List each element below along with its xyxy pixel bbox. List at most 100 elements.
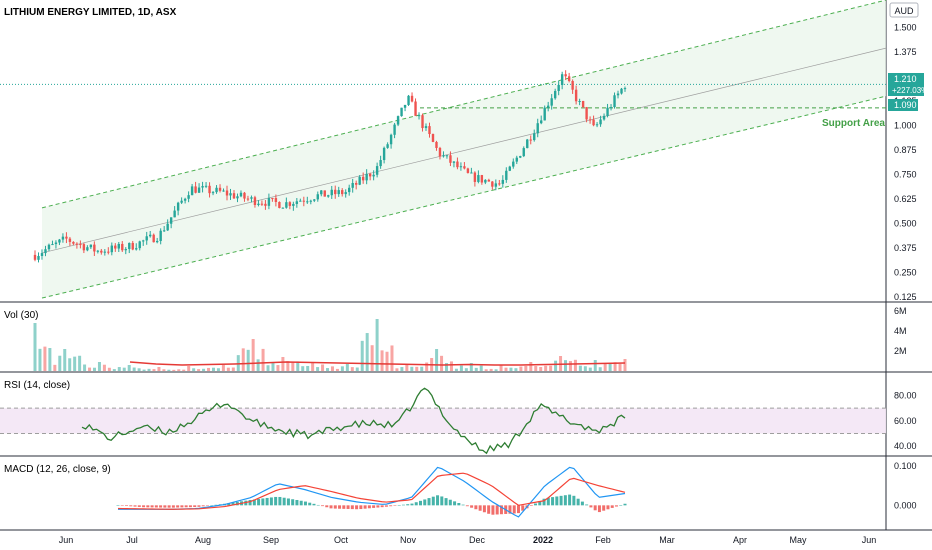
macd-line [118,466,626,518]
last-price-label [888,73,924,96]
volume-bar [469,363,473,371]
macd-histogram-bar [491,505,495,515]
volume-bar [43,346,47,371]
volume-bar [88,367,92,371]
macd-histogram-bar [188,505,192,508]
macd-histogram-bar [227,503,231,506]
candle-body [239,192,243,197]
channel-midline [41,47,887,254]
candle-body [365,173,368,181]
volume-bar [117,367,121,371]
macd-histogram-bar [401,504,405,506]
macd-histogram-bar [201,505,205,507]
volume-bar [202,368,206,371]
volume-bar [132,367,136,371]
volume-bar [167,369,171,371]
candle-body [40,253,44,256]
candle-body [299,200,302,202]
candle-body [327,195,330,197]
volume-bar [73,356,77,371]
volume-bar [583,366,587,371]
volume-bar [420,366,424,371]
candle-body [320,190,323,195]
volume-bar [519,366,523,371]
volume-bar [137,368,141,371]
price-tick-label: 1.500 [894,23,917,33]
macd-histogram-bar [376,505,380,508]
candle-body [169,217,173,224]
volume-bar [390,345,394,371]
volume-ma-line [129,361,626,366]
candle-body [526,139,529,149]
macd-histogram-bar [389,505,393,507]
macd-histogram-bar [512,505,516,514]
volume-bar [231,367,235,371]
candle-body [103,251,107,253]
macd-histogram-bar [282,497,286,506]
volume-bar [221,365,225,371]
rsi-line [81,387,626,455]
time-tick-label: Jul [126,535,138,545]
candle-body [512,161,515,167]
volume-bar [375,319,379,371]
candle-body [501,179,505,184]
volume-bar [355,367,359,371]
candle-body [508,166,511,171]
macd-histogram-bar [308,502,312,506]
macd-histogram-bar [171,505,175,508]
macd-histogram-bar [444,498,448,506]
candle-body [487,179,491,182]
macd-histogram-bar [542,498,546,506]
macd-histogram-bar [176,505,180,508]
volume-bar [211,367,215,371]
macd-histogram-bar [585,504,589,506]
volume-bar [350,367,354,371]
candle-body [372,174,375,177]
macd-histogram-bar [338,505,342,509]
time-tick-label: Mar [659,535,675,545]
volume-bar [256,359,260,371]
volume-bar [494,369,498,371]
candle-body [442,155,445,157]
macd-histogram-bar [299,500,303,506]
candle-body [180,200,183,203]
candle-body [190,186,194,196]
candle-body [623,88,627,90]
volume-bar [385,351,389,371]
volume-bar [360,340,364,371]
macd-histogram-bar [563,495,567,506]
price-tick-label: 0.500 [894,219,917,229]
candle-body [592,119,595,126]
candle-body [533,133,536,141]
candle-body [142,240,145,242]
volume-bar [335,368,339,371]
candle-body [145,236,148,241]
volume-tick-label: 4M [894,326,907,336]
volume-bar [509,367,513,371]
last-price-value: 1.210 [894,74,917,84]
macd-histogram-bar [470,505,474,508]
macd-histogram-bar [453,501,457,506]
price-tick-label: 1.375 [894,47,917,57]
currency-badge[interactable] [889,2,919,18]
candle-body [466,168,470,173]
macd-histogram-bar [142,505,146,508]
volume-bar [182,369,186,371]
volume-bar [549,365,553,371]
macd-histogram-bar [163,505,167,508]
volume-bar [157,367,161,371]
candle-body [155,240,159,243]
macd-histogram-bar [154,505,158,508]
macd-histogram-bar [623,503,627,506]
macd-histogram-bar [487,505,491,514]
candle-body [473,172,477,182]
volume-bar [107,367,111,371]
volume-bar [58,355,62,371]
macd-histogram-bar [321,505,325,507]
support-area-annotation[interactable]: Support Area [822,118,885,129]
volume-bar [524,365,528,371]
macd-histogram-bar [133,505,137,507]
candle-body [243,192,246,199]
candle-body [546,105,550,108]
